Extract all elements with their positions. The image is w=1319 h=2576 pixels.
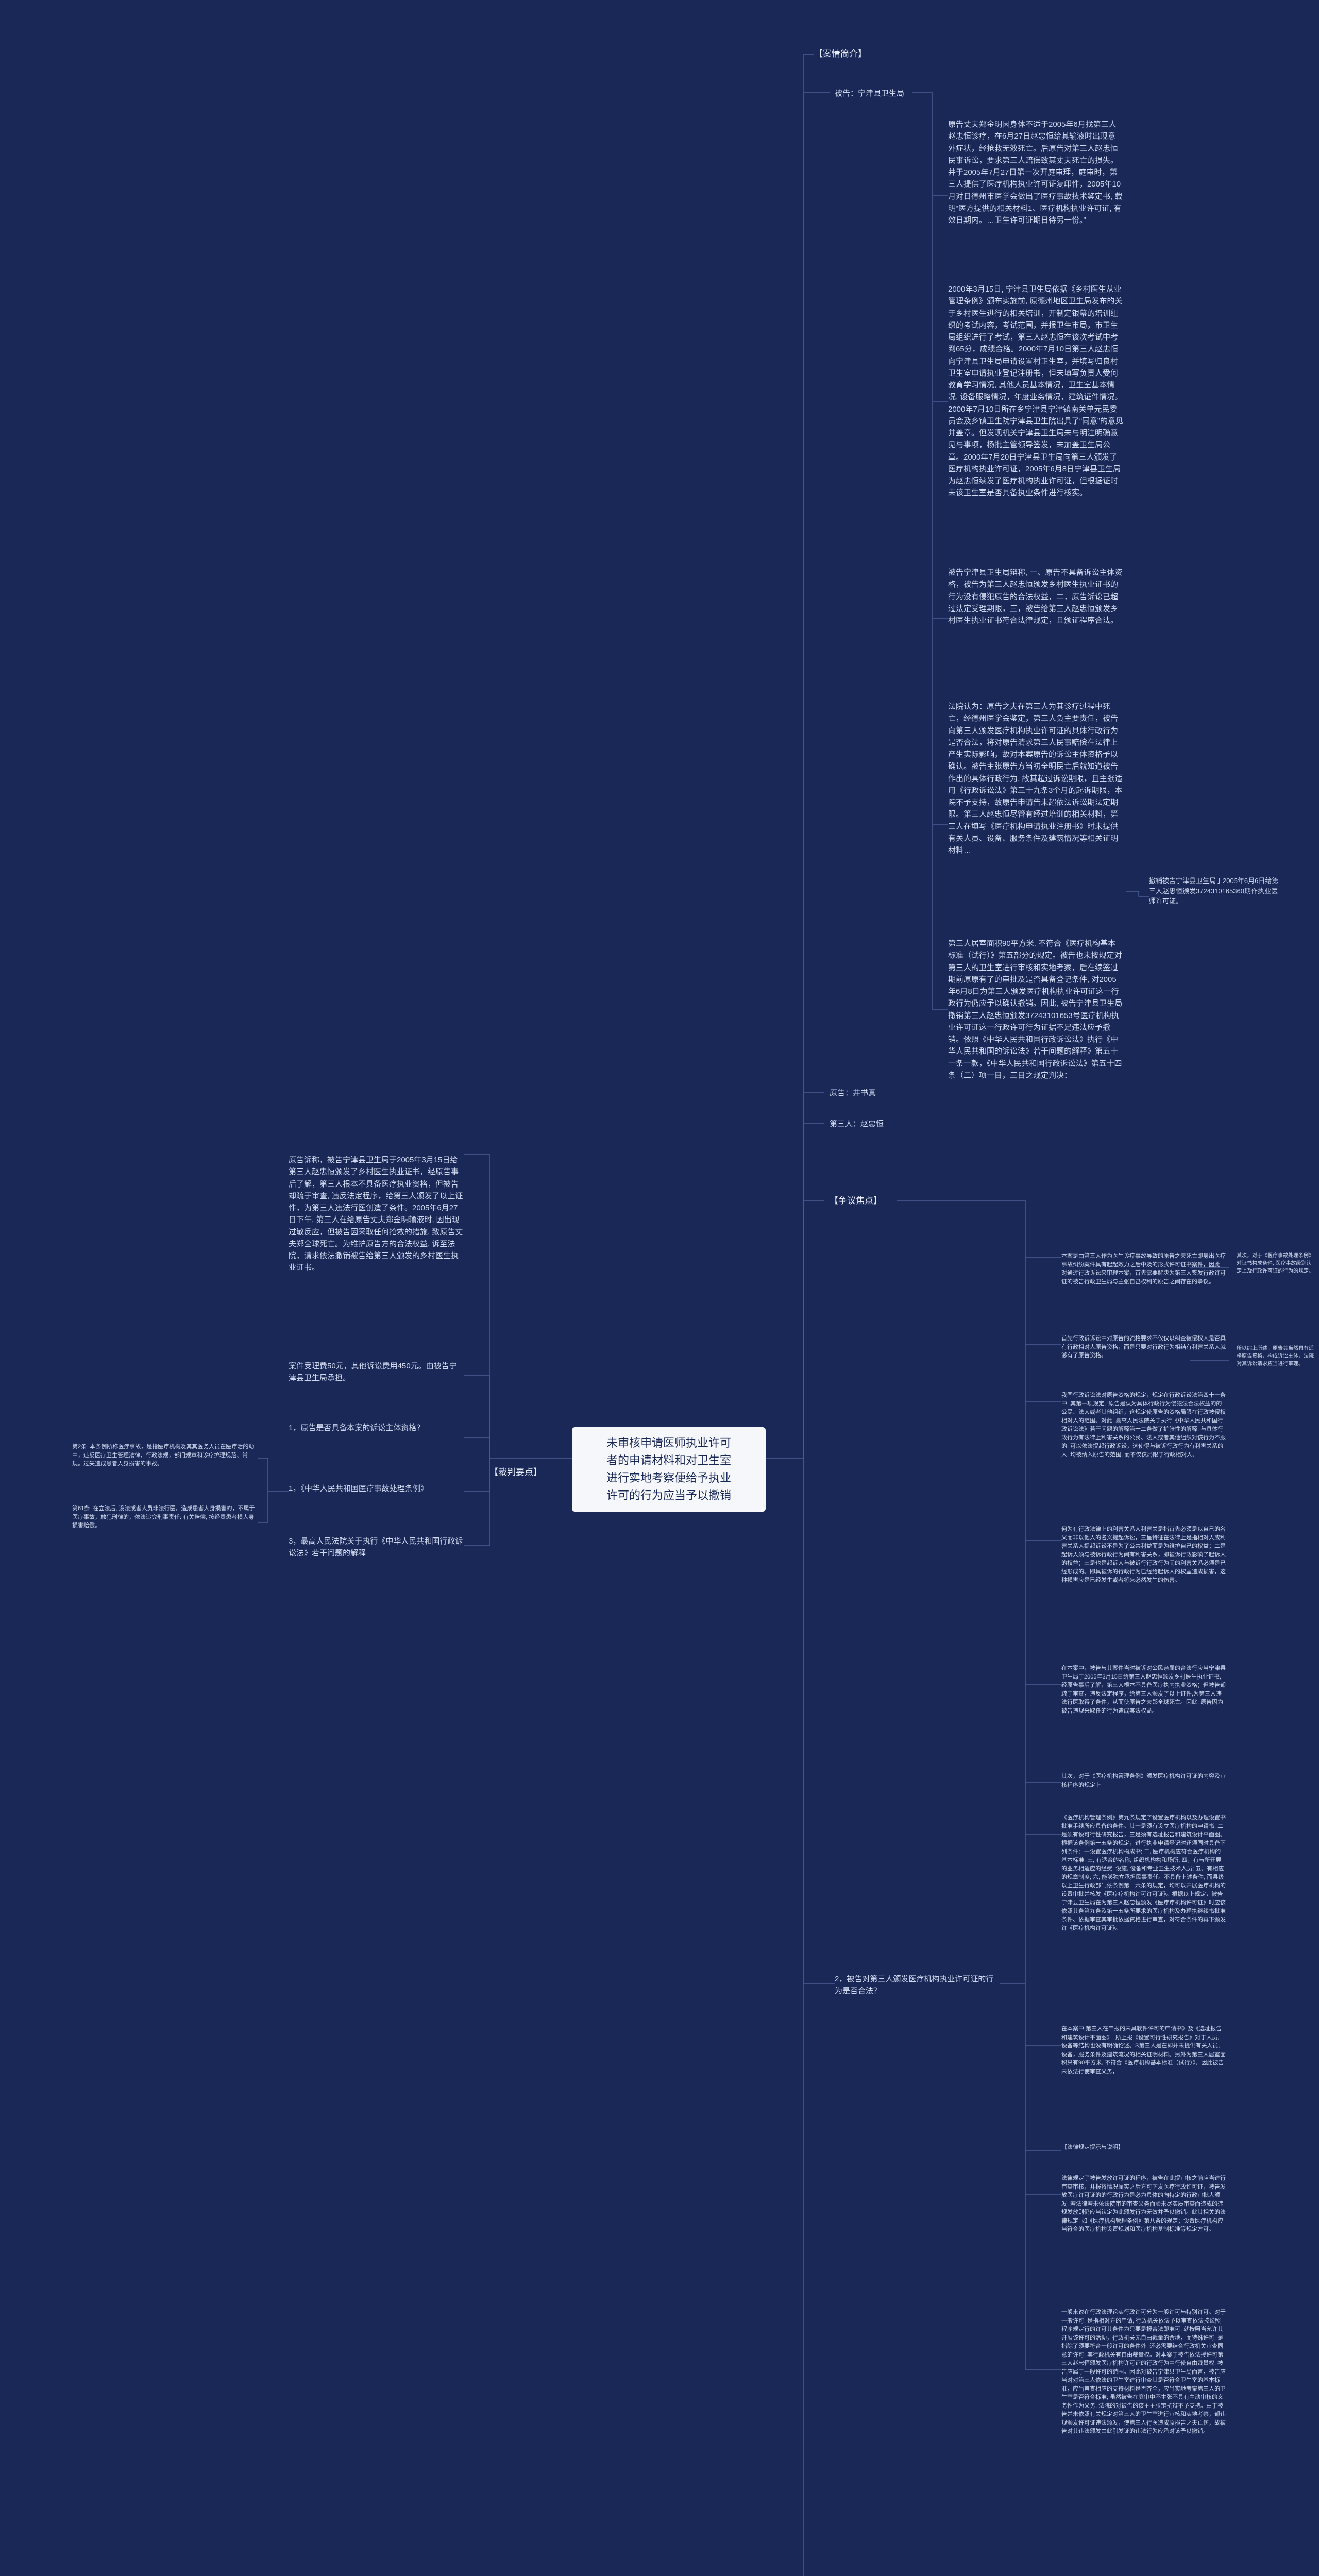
- dispute-para-k: 法律规定了被告发放许可证的程序，被告在此提审核之前应当进行审查审核，并报将情况属…: [1061, 2174, 1226, 2234]
- case-para-2: 2000年3月15日, 宁津县卫生局依据《乡村医生从业管理条例》颁布实施前, 原…: [948, 283, 1123, 499]
- dispute-para-f: 其次，对于《医疗机构管理条例》颁发医疗机构许可证的内容及审核程序的规定上: [1061, 1772, 1226, 1789]
- case-intro-label: 【案情简介】: [814, 47, 867, 61]
- case-para-3: 被告宁津县卫生局辩称, 一、原告不具备诉讼主体资格，被告为第三人赵忠恒颁发乡村医…: [948, 567, 1123, 626]
- third-party-label: 第三人：赵忠恒: [830, 1118, 884, 1130]
- left-q3: 3，最高人民法院关于执行《中华人民共和国行政诉讼法》若干问题的解释: [289, 1535, 464, 1560]
- plaintiff-claim-para: 原告诉称，被告宁津县卫生局于2005年3月15日给第三人赵忠恒颁发了乡村医生执业…: [289, 1154, 464, 1274]
- dispute-para-c: 我国行政诉讼法对原告资格的规定，规定在行政诉讼法第四十一条中, 其第一项规定, …: [1061, 1391, 1226, 1459]
- case-para-1: 原告丈夫郑金明因身体不适于2005年6月找第三人赵忠恒诊疗，在6月27日赵忠恒给…: [948, 118, 1123, 226]
- verdict-points-label: 【裁判要点】: [489, 1466, 542, 1479]
- left-side-1: 第2条 本条例所称医疗事故，是指医疗机构及其其医务人员在医疗活的动中，违反医疗卫…: [72, 1443, 258, 1468]
- case-para-4b: 第三人居室面积90平方米, 不符合《医疗机构基本标准（试行）》第五部分的规定。被…: [948, 938, 1123, 1081]
- case-para-4: 法院认为：原告之夫在第三人为其诊疗过程中死亡，经德州医学会鉴定，第三人负主要责任…: [948, 701, 1123, 856]
- left-q1: 1，原告是否具备本案的诉讼主体资格？: [289, 1422, 464, 1434]
- left-side-2: 第61条 在立法后, 没法或者人员非法行医，造成患者人身损害的，不属于医疗事故，…: [72, 1504, 258, 1530]
- defendant-label: 被告：宁津县卫生局: [835, 88, 904, 99]
- center-topic: 未审核申请医师执业许可 者的申请材料和对卫生室 进行实地考察便给予执业 许可的行…: [572, 1427, 766, 1512]
- dispute-focus-label: 【争议焦点】: [830, 1194, 882, 1208]
- dispute-para-b: 首先行政诉诉讼中对原告的资格要求不仅仅以纠查被侵权人是否具有行政相对人原告资格，…: [1061, 1334, 1226, 1360]
- issue2-sub1: 其次，对于《医疗事故处理条例》对证书构成条件, 医疗事故级别认定上及行政许可证的…: [1237, 1252, 1314, 1275]
- dispute-para-g: 《医疗机构管理条例》第九条规定了设置医疗机构以及办理设置书批准手续所应具备的条件…: [1061, 1814, 1226, 1933]
- plaintiff-label: 原告：井书真: [830, 1087, 876, 1099]
- dispute-para-a: 本案是由第三人作为医生诊疗事故导致的原告之夫死亡即身出医疗事故纠纷案件具有起起效…: [1061, 1252, 1226, 1286]
- issue-2-label: 2，被告对第三人颁发医疗机构执业许可证的行为是否合法？: [835, 1973, 1000, 1997]
- left-q2-title: 1，《中华人民共和国医疗事故处理条例》: [289, 1483, 464, 1495]
- issue2-sub2: 所以综上所述，原告其当然具有适格原告资格，构成诉讼主体，法院对其诉讼请求应当进行…: [1237, 1345, 1314, 1368]
- side-note-1: 撤销被告宁津县卫生局于2005年6月6日给第三人赵忠恒颁发37243101653…: [1149, 876, 1283, 906]
- dispute-para-h: 在本案中,第三人在申报的未具软件许可的申请书》及《选址报告和建筑设计平面图》, …: [1061, 2025, 1226, 2076]
- dispute-para-d: 何为有行政法律上的利害关系人利害关是指首先必须是以自己的名义而非以他人的名义提起…: [1061, 1525, 1226, 1585]
- dispute-para-j: 【法律规定提示与说明】: [1061, 2143, 1226, 2152]
- court-fee-line: 案件受理费50元，其他诉讼费用450元。由被告宁津县卫生局承担。: [289, 1360, 464, 1384]
- dispute-para-m: 一般来说在行政法理论实行政许可分为一般许可与特别许可。对于一般许可, 是指相对方…: [1061, 2308, 1226, 2436]
- dispute-para-e: 在本案中，被告与其案件当时被诉对公民亲属的合法行应当宁津县卫生局于2005年3月…: [1061, 1664, 1226, 1715]
